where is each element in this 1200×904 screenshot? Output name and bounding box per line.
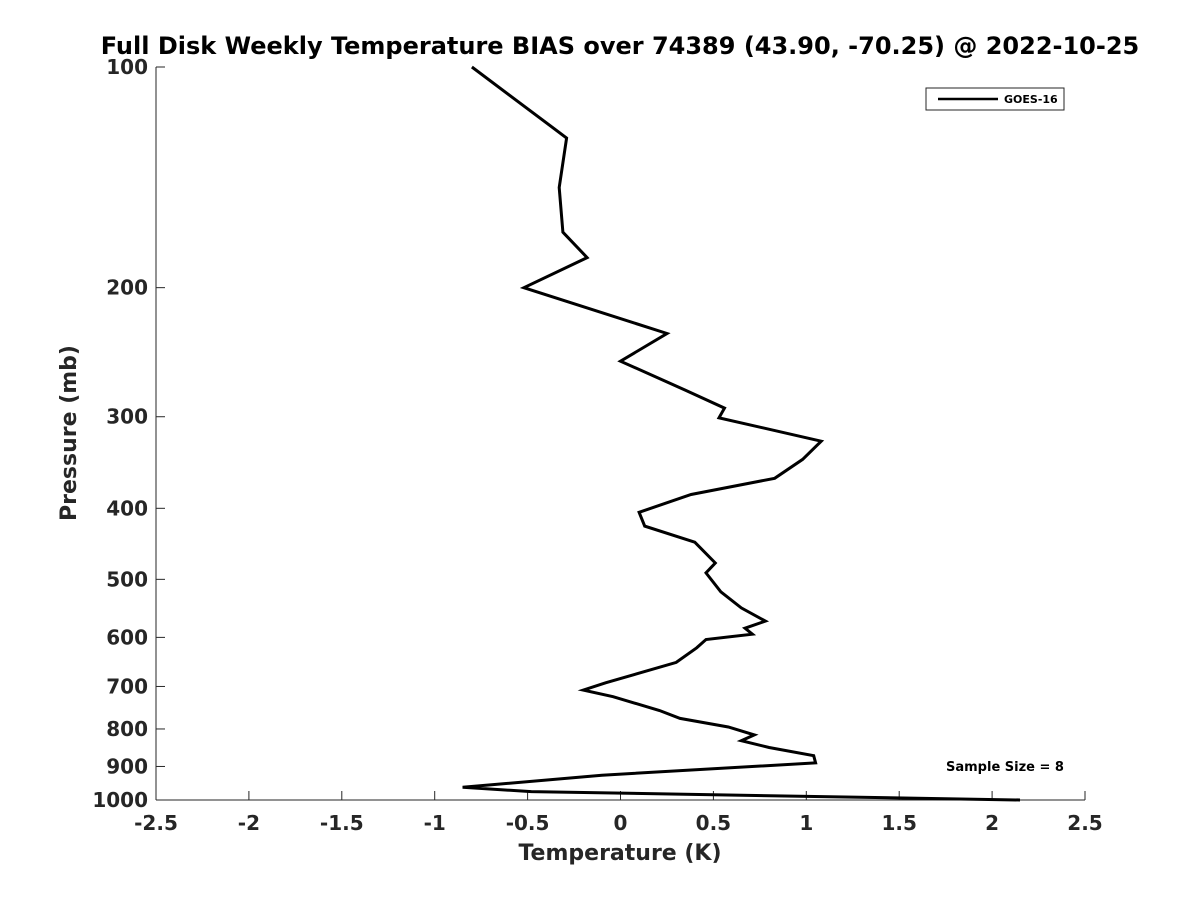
x-tick-label: -0.5	[506, 811, 550, 835]
x-tick-label: -2	[238, 811, 260, 835]
y-axis-ticks: 100 200 300 400 500 600 700 800 900 1000	[92, 55, 165, 812]
x-tick-label: -2.5	[134, 811, 178, 835]
x-tick-label: 1.5	[881, 811, 916, 835]
y-tick-label: 600	[106, 625, 148, 649]
y-tick-label: 900	[106, 754, 148, 778]
x-axis-label: Temperature (K)	[518, 841, 721, 866]
series-layer	[462, 65, 1021, 802]
chart-title: Full Disk Weekly Temperature BIAS over 7…	[101, 32, 1140, 60]
y-tick-label: 800	[106, 717, 148, 741]
y-tick-label: 500	[106, 567, 148, 591]
plot-area	[156, 67, 1085, 800]
x-tick-label: -1	[424, 811, 446, 835]
x-tick-label: 1	[799, 811, 813, 835]
y-tick-label: 100	[106, 55, 148, 79]
x-tick-label: 2.5	[1067, 811, 1102, 835]
y-tick-label: 300	[106, 405, 148, 429]
series-line-goes-16	[462, 65, 1021, 802]
y-tick-label: 1000	[92, 788, 148, 812]
x-tick-label: 0.5	[696, 811, 731, 835]
y-tick-label: 400	[106, 496, 148, 520]
y-tick-label: 200	[106, 276, 148, 300]
x-tick-label: 0	[614, 811, 628, 835]
legend: GOES-16	[925, 87, 1065, 111]
x-axis-ticks: -2.5 -2 -1.5 -1 -0.5 0 0.5 1 1.5 2 2.5	[134, 791, 1103, 835]
sample-size-annotation: Sample Size = 8	[946, 760, 1064, 775]
x-tick-label: -1.5	[320, 811, 364, 835]
y-tick-label: 700	[106, 674, 148, 698]
x-tick-label: 2	[985, 811, 999, 835]
legend-label-goes-16: GOES-16	[1004, 93, 1058, 106]
y-axis-label: Pressure (mb)	[57, 345, 82, 521]
